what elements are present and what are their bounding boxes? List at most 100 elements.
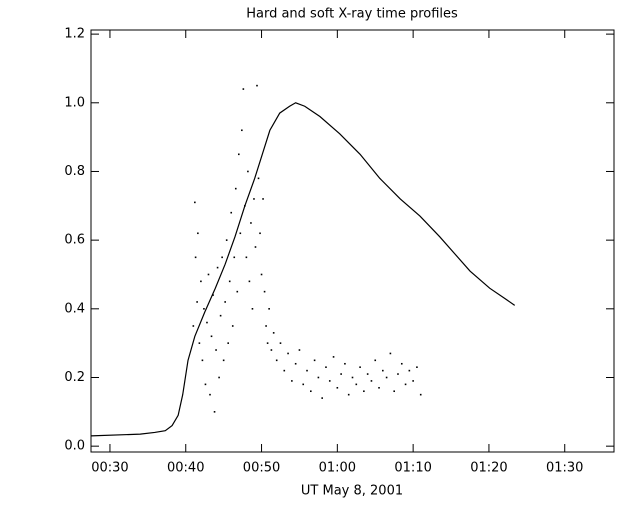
hard-xray-point bbox=[197, 232, 199, 235]
hard-xray-point bbox=[247, 170, 249, 173]
x-tick-label: 01:10 bbox=[394, 461, 431, 476]
hard-xray-point bbox=[239, 232, 242, 235]
hard-xray-point bbox=[212, 294, 214, 296]
hard-xray-point bbox=[291, 380, 293, 382]
hard-xray-point bbox=[250, 222, 252, 224]
hard-xray-point bbox=[216, 266, 219, 269]
hard-xray-point bbox=[302, 383, 305, 386]
hard-xray-point bbox=[203, 308, 205, 310]
hard-xray-point bbox=[283, 369, 286, 372]
hard-xray-point bbox=[275, 359, 278, 362]
hard-xray-point bbox=[317, 376, 320, 379]
hard-xray-point bbox=[419, 393, 422, 396]
hard-xray-point bbox=[294, 362, 297, 365]
hard-xray-point bbox=[355, 383, 358, 386]
hard-xray-point bbox=[328, 380, 331, 382]
hard-xray-point bbox=[336, 386, 339, 389]
hard-xray-point bbox=[201, 359, 204, 362]
hard-xray-point bbox=[221, 256, 223, 259]
hard-xray-point bbox=[238, 153, 240, 156]
hard-xray-point bbox=[340, 373, 342, 375]
x-tick-label: 01:20 bbox=[470, 461, 507, 476]
hard-xray-point bbox=[244, 205, 246, 207]
hard-xray-point bbox=[206, 321, 208, 324]
hard-xray-point bbox=[227, 342, 229, 344]
hard-xray-point bbox=[259, 232, 261, 235]
hard-xray-point bbox=[268, 308, 270, 310]
hard-xray-point bbox=[222, 359, 225, 362]
hard-xray-point bbox=[200, 280, 202, 283]
hard-xray-point bbox=[224, 301, 226, 303]
hard-xray-point bbox=[256, 84, 258, 87]
y-tick-label: 1.2 bbox=[64, 27, 85, 42]
hard-xray-point bbox=[234, 187, 237, 190]
hard-xray-point bbox=[310, 390, 312, 393]
hard-xray-point bbox=[374, 359, 377, 362]
hard-xray-point bbox=[253, 198, 255, 200]
y-tick-label: 0.2 bbox=[64, 370, 85, 385]
y-tick-label: 0.8 bbox=[64, 164, 85, 179]
x-axis-label: UT May 8, 2001 bbox=[301, 484, 403, 499]
hard-xray-point bbox=[389, 352, 392, 355]
hard-xray-point bbox=[194, 201, 196, 204]
hard-xray-point bbox=[242, 88, 245, 90]
hard-xray-point bbox=[225, 239, 228, 241]
hard-xray-point bbox=[313, 359, 316, 362]
y-tick-label: 1.0 bbox=[64, 95, 85, 110]
hard-xray-point bbox=[236, 290, 239, 293]
x-tick-label: 00:50 bbox=[243, 461, 280, 476]
x-tick-label: 01:00 bbox=[319, 461, 356, 476]
chart-title: Hard and soft X-ray time profiles bbox=[246, 7, 458, 22]
hard-xray-point bbox=[262, 198, 264, 200]
hard-xray-point bbox=[298, 349, 301, 351]
hard-xray-point bbox=[351, 376, 354, 379]
hard-xray-point bbox=[245, 256, 248, 259]
hard-xray-point bbox=[279, 342, 282, 344]
hard-xray-point bbox=[397, 373, 399, 375]
hard-xray-point bbox=[194, 256, 197, 259]
x-tick-label: 01:30 bbox=[546, 461, 583, 476]
hard-xray-point bbox=[209, 393, 211, 396]
hard-xray-point bbox=[230, 211, 233, 214]
hard-xray-point bbox=[257, 177, 260, 180]
hard-xray-point bbox=[385, 376, 388, 379]
hard-xray-point bbox=[408, 369, 411, 372]
hard-xray-point bbox=[272, 332, 275, 334]
hard-xray-point bbox=[254, 246, 257, 248]
hard-xray-point bbox=[370, 380, 373, 382]
hard-xray-point bbox=[248, 280, 251, 283]
hard-xray-point bbox=[219, 314, 222, 317]
hard-xray-point bbox=[266, 342, 269, 344]
hard-xray-point bbox=[196, 301, 198, 303]
hard-xray-point bbox=[347, 393, 350, 396]
hard-xray-point bbox=[378, 386, 380, 389]
hard-xray-point bbox=[215, 349, 217, 351]
hard-xray-point bbox=[363, 390, 365, 393]
hard-xray-point bbox=[198, 342, 201, 344]
y-tick-label: 0.0 bbox=[64, 439, 85, 454]
hard-xray-point bbox=[332, 356, 335, 358]
hard-xray-point bbox=[416, 366, 418, 368]
hard-xray-point bbox=[231, 325, 234, 327]
hard-xray-point bbox=[359, 366, 361, 368]
hard-xray-point bbox=[192, 325, 195, 327]
hard-xray-point bbox=[325, 366, 327, 368]
hard-xray-point bbox=[270, 349, 273, 351]
hard-xray-point bbox=[251, 308, 254, 310]
hard-xray-point bbox=[382, 369, 384, 372]
x-tick-label: 00:40 bbox=[167, 461, 204, 476]
x-tick-label: 00:30 bbox=[91, 461, 128, 476]
hard-xray-point bbox=[228, 280, 231, 283]
hard-xray-point bbox=[263, 290, 266, 293]
hard-xray-point bbox=[210, 335, 213, 338]
y-tick-label: 0.6 bbox=[64, 233, 85, 248]
plot-frame bbox=[90, 29, 615, 453]
hard-xray-point bbox=[204, 383, 207, 386]
hard-xray-point bbox=[218, 376, 220, 379]
hard-xray-point bbox=[233, 256, 236, 259]
hard-xray-point bbox=[393, 390, 395, 393]
hard-xray-point bbox=[265, 325, 267, 327]
hard-xray-point bbox=[241, 129, 243, 132]
hard-xray-point bbox=[412, 380, 414, 382]
